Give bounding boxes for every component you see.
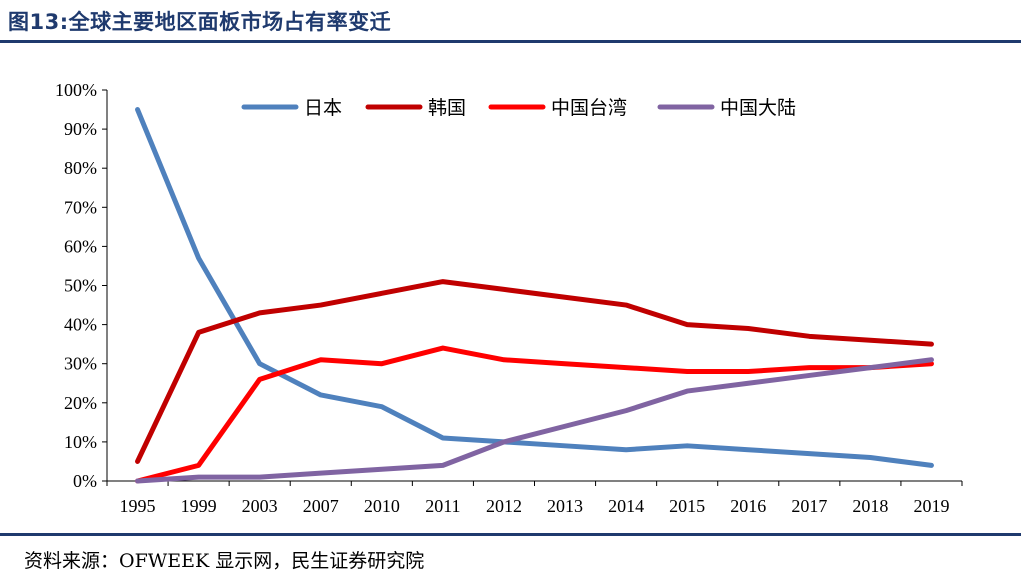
figure-title: 图13:全球主要地区面板市场占有率变迁 — [8, 10, 392, 34]
y-tick-label: 70% — [64, 197, 97, 217]
x-tick-label: 2003 — [242, 496, 278, 516]
y-axis-ticks: 0% 10% 20% 30% 40% 50% 60% 70% 80% 90% 100% — [55, 80, 107, 491]
y-tick-label: 50% — [64, 276, 97, 296]
y-tick-label: 20% — [64, 393, 97, 413]
x-tick-label: 2017 — [791, 496, 827, 516]
y-tick-label: 60% — [64, 236, 97, 256]
x-tick-label: 1999 — [181, 496, 217, 516]
y-tick-label: 10% — [64, 432, 97, 452]
x-tick-label: 1995 — [120, 496, 156, 516]
x-tick-label: 2019 — [913, 496, 949, 516]
x-axis-ticks: 1995 1999 2003 2007 2010 2011 2012 2013 2014 2015… — [106, 481, 963, 516]
title-rule — [0, 40, 1021, 43]
y-tick-label: 90% — [64, 119, 97, 139]
source-note: 资料来源：OFWEEK 显示网，民生证券研究院 — [24, 550, 425, 572]
chart-series — [135, 107, 934, 484]
y-tick-label: 80% — [64, 158, 97, 178]
x-tick-label: 2018 — [852, 496, 888, 516]
series-line-2 — [135, 279, 934, 464]
x-tick-label: 2013 — [547, 496, 583, 516]
series-line-1 — [135, 107, 934, 468]
footer-rule — [0, 533, 1021, 536]
x-tick-label: 2015 — [669, 496, 705, 516]
legend-label: 日本 — [304, 97, 342, 119]
chart-legend: 日本 韩国 中国台湾 中国大陆 — [241, 97, 796, 119]
y-tick-label: 40% — [64, 315, 97, 335]
series-line-4 — [135, 357, 934, 484]
series-line-3 — [135, 345, 934, 484]
y-tick-label: 30% — [64, 354, 97, 374]
y-tick-label: 0% — [73, 471, 97, 491]
x-tick-label: 2014 — [608, 496, 644, 516]
x-tick-label: 2011 — [425, 496, 460, 516]
x-tick-label: 2010 — [364, 496, 400, 516]
legend-label: 中国台湾 — [551, 97, 627, 119]
y-tick-label: 100% — [55, 80, 97, 100]
chart-axes — [106, 90, 962, 482]
x-tick-label: 2007 — [303, 496, 339, 516]
x-tick-label: 2012 — [486, 496, 522, 516]
x-tick-label: 2016 — [730, 496, 766, 516]
legend-label: 中国大陆 — [720, 97, 796, 119]
legend-label: 韩国 — [428, 97, 466, 119]
